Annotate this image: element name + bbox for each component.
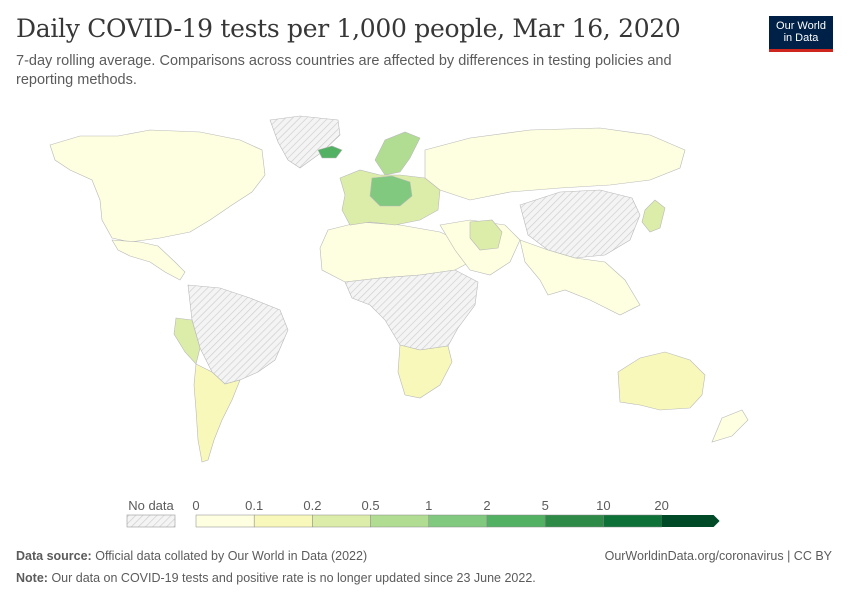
footer-source: Data source: Official data collated by O… [16, 549, 367, 563]
region-scandinavia[interactable] [374, 131, 421, 176]
region-korea-japan[interactable] [641, 199, 666, 233]
region-iceland[interactable] [317, 145, 343, 159]
region-new-zealand[interactable] [711, 409, 749, 443]
region-iran[interactable] [469, 219, 503, 251]
color-legend: No data 0 0.1 0.2 0.5 1 2 5 10 20 [126, 498, 720, 528]
logo-line-1: Our World [776, 20, 826, 32]
region-chile-argentina[interactable] [193, 363, 241, 463]
legend-tick-label: 10 [596, 498, 610, 513]
chart-subtitle: 7-day rolling average. Comparisons acros… [16, 53, 672, 88]
legend-bin[interactable] [428, 514, 488, 528]
region-south-africa[interactable] [397, 344, 453, 399]
source-text: Official data collated by Our World in D… [95, 549, 368, 563]
region-russia[interactable] [424, 127, 686, 201]
legend-bin[interactable] [312, 514, 371, 528]
legend-tick-label: 0.1 [245, 498, 263, 513]
legend-tick-label: 5 [542, 498, 549, 513]
legend-no-data-label: No data [128, 498, 174, 513]
legend-tick-label: 1 [425, 498, 432, 513]
legend-bin[interactable] [195, 514, 255, 528]
legend-tick-label: 0.2 [303, 498, 321, 513]
legend-tick-label: 0.5 [362, 498, 380, 513]
region-central-america[interactable] [111, 239, 186, 281]
legend-bin[interactable] [370, 514, 430, 528]
world-map[interactable] [0, 100, 850, 490]
region-africa-nodata[interactable] [344, 269, 479, 351]
footer-note: Note: Our data on COVID-19 tests and pos… [16, 571, 536, 585]
legend-tick-label: 2 [483, 498, 490, 513]
region-central-europe[interactable] [369, 175, 413, 207]
note-label: Note: [16, 571, 48, 585]
region-china-nodata[interactable] [519, 189, 641, 259]
legend-bin[interactable] [544, 514, 604, 528]
legend-bin[interactable] [486, 514, 546, 528]
source-label: Data source: [16, 549, 92, 563]
legend-bin[interactable] [253, 514, 313, 528]
legend-bin[interactable] [603, 514, 662, 528]
note-text: Our data on COVID-19 tests and positive … [51, 571, 536, 585]
region-north-america[interactable] [49, 129, 266, 243]
legend-tick-label: 20 [654, 498, 668, 513]
region-australia[interactable] [617, 351, 706, 411]
chart-title: Daily COVID-19 tests per 1,000 people, M… [16, 14, 681, 43]
region-india-southeast-asia[interactable] [519, 239, 641, 316]
owid-logo[interactable]: Our World in Data [769, 16, 833, 52]
region-greenland[interactable] [269, 115, 341, 169]
legend-tick-label: 0 [192, 498, 199, 513]
legend-bin-open[interactable] [661, 515, 720, 527]
legend-no-data-swatch[interactable] [126, 514, 176, 528]
footer-url-link[interactable]: OurWorldinData.org/coronavirus | CC BY [604, 549, 832, 563]
logo-line-2: in Data [783, 32, 819, 44]
